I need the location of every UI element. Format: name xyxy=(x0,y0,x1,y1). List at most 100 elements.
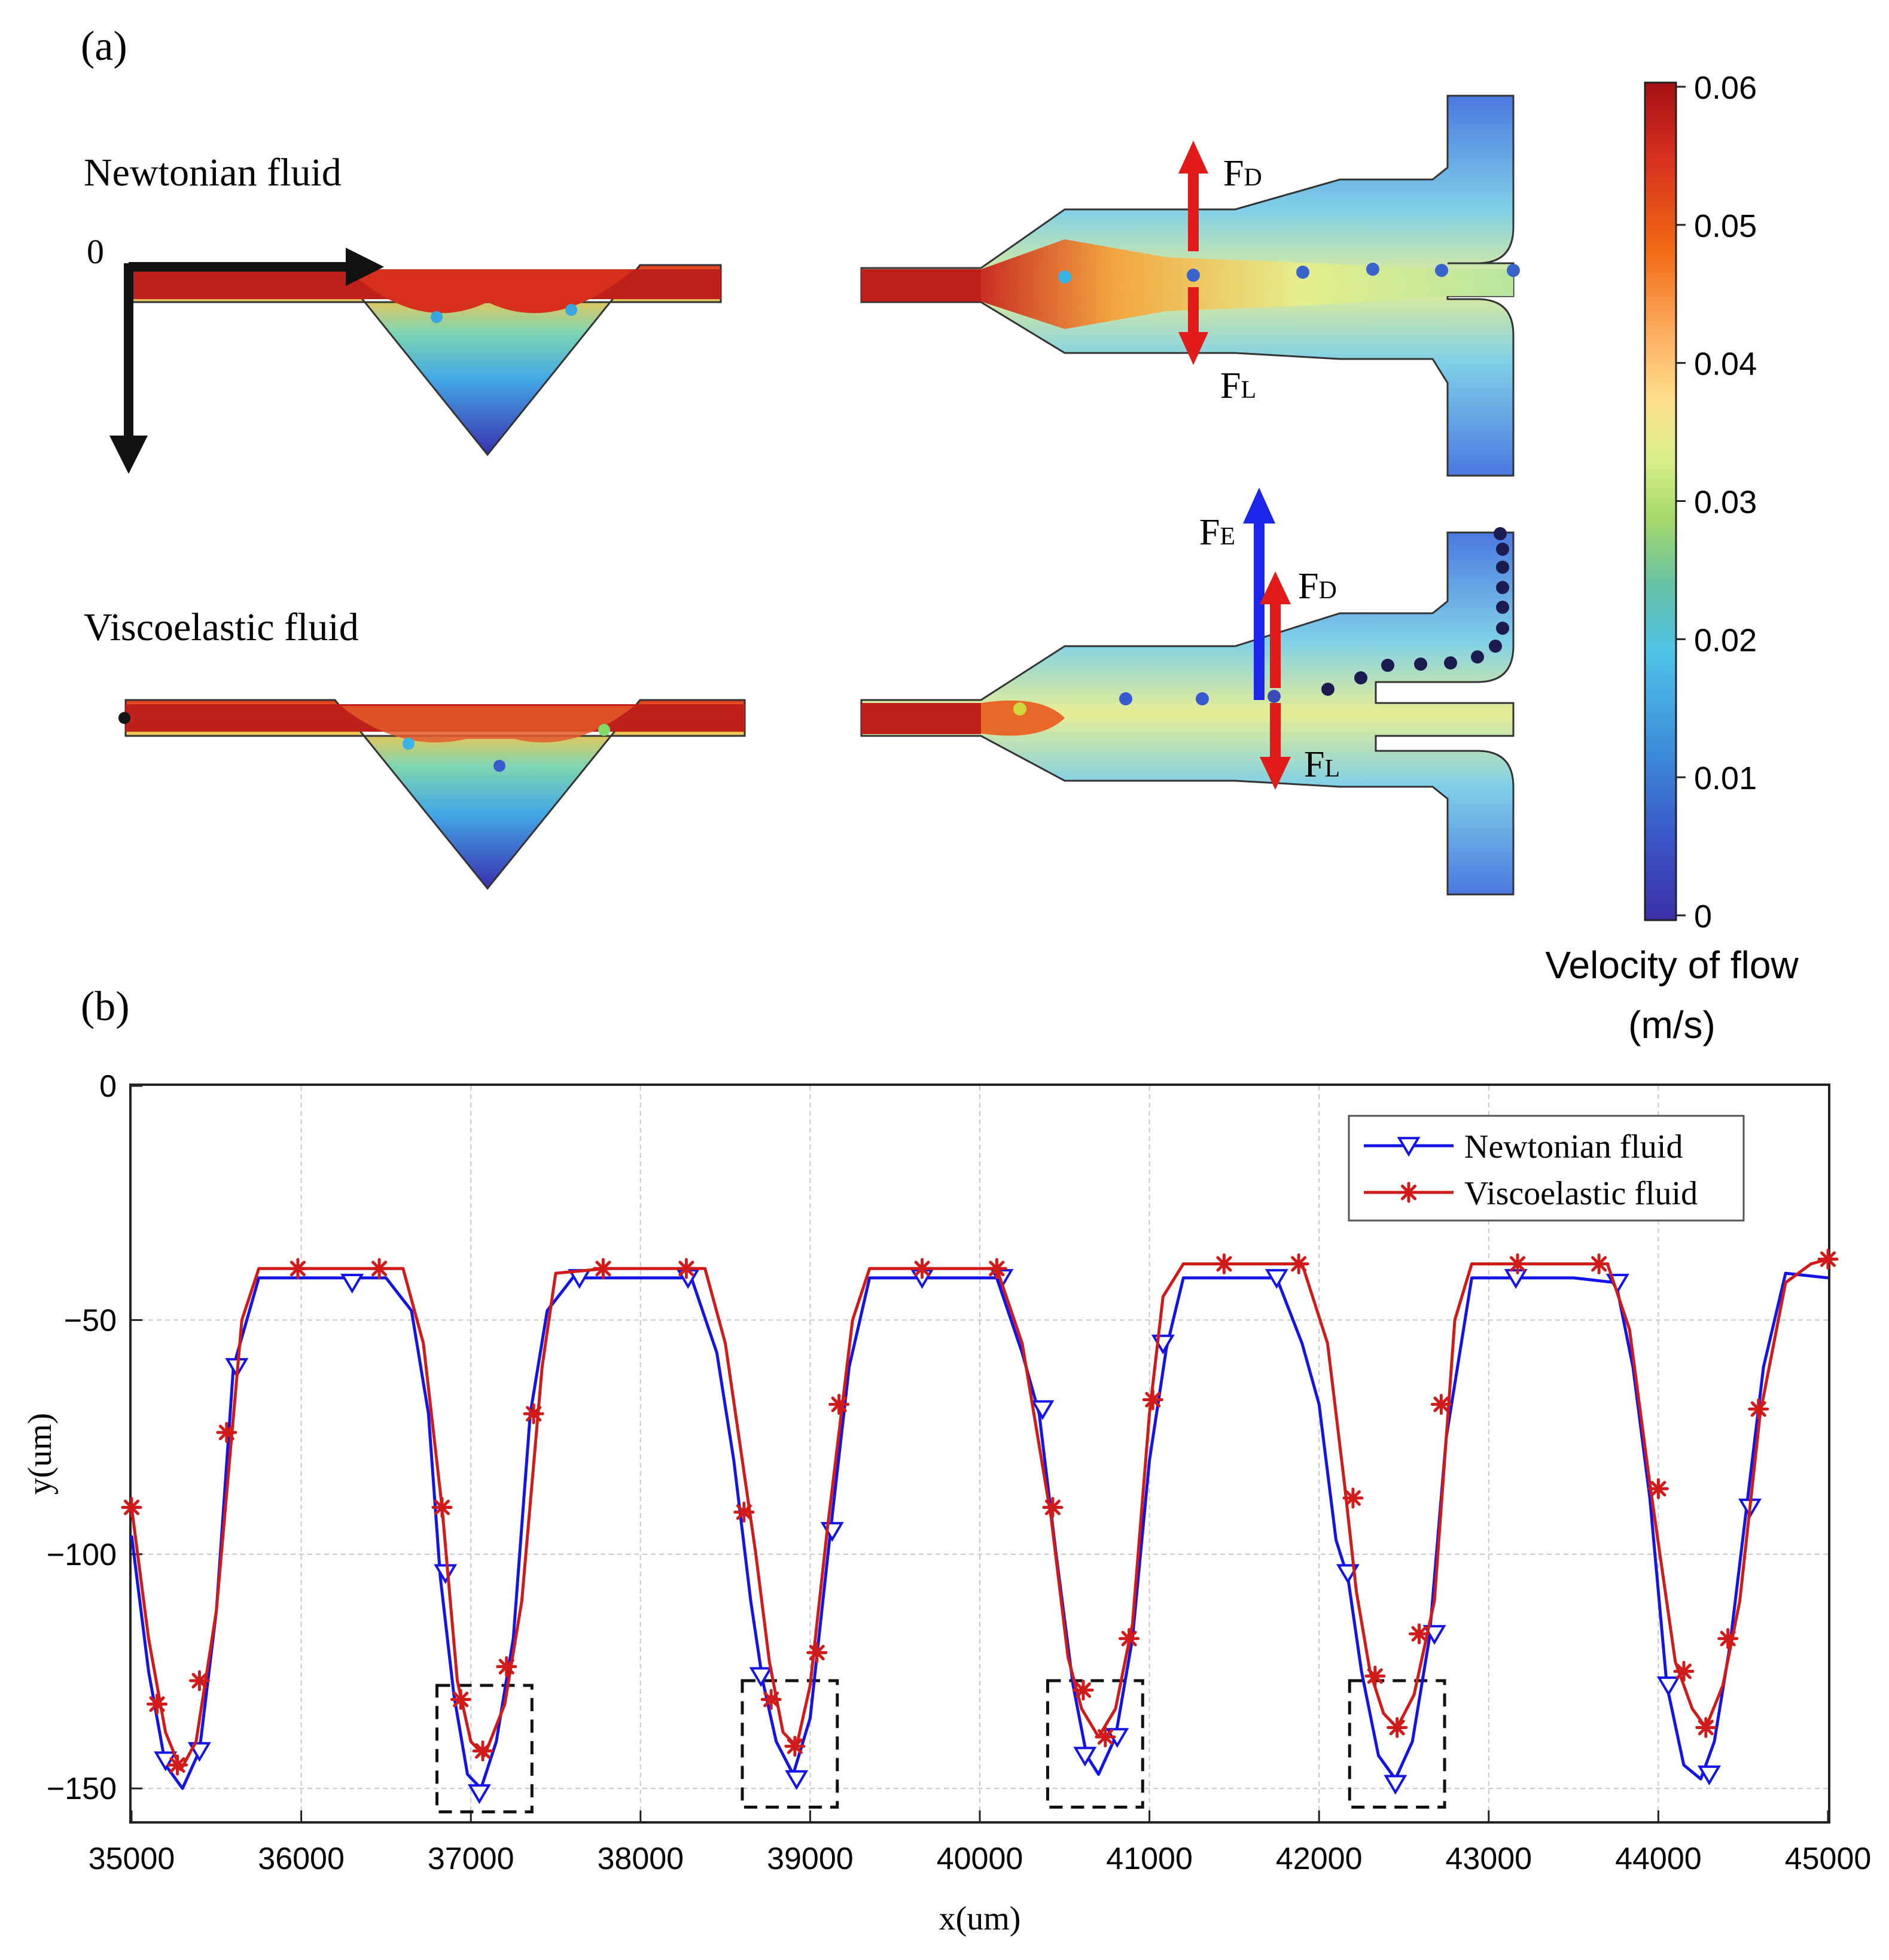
particle xyxy=(1496,622,1509,635)
highlight-box xyxy=(741,1679,839,1809)
highlight-box xyxy=(1348,1679,1446,1809)
data-point xyxy=(496,1656,517,1678)
particle xyxy=(1471,650,1484,664)
data-point xyxy=(167,1754,188,1776)
particle xyxy=(1058,270,1071,284)
data-point xyxy=(760,1688,782,1710)
colorbar-tick-label: 0.05 xyxy=(1694,208,1757,244)
legend-box xyxy=(1348,1115,1745,1222)
data-point xyxy=(450,1688,471,1710)
data-point xyxy=(147,1693,168,1715)
data-point xyxy=(1288,1253,1309,1274)
data-point xyxy=(733,1501,755,1523)
particle xyxy=(1268,690,1281,703)
colorbar-tick-label: 0.03 xyxy=(1694,485,1757,521)
x-tick-label: 43000 xyxy=(1445,1842,1532,1876)
x-tick-label: 36000 xyxy=(258,1842,345,1876)
y-tick-label: −150 xyxy=(47,1772,117,1806)
data-point xyxy=(1647,1478,1669,1499)
particle xyxy=(1196,692,1209,705)
particle xyxy=(1444,656,1457,669)
y-tick-label: 0 xyxy=(99,1069,117,1104)
y-axis-label: y(um) xyxy=(22,1413,59,1495)
highlight-box xyxy=(435,1684,534,1813)
elastic-force-label: FE xyxy=(1199,512,1235,553)
drag-force-label: FD xyxy=(1298,566,1337,607)
particle xyxy=(431,311,443,323)
particle xyxy=(1187,269,1200,282)
colorbar-tick-label: 0.06 xyxy=(1694,70,1757,106)
data-point xyxy=(1095,1726,1116,1748)
particle xyxy=(598,724,610,736)
data-point xyxy=(1673,1661,1695,1682)
viscoelastic-outlet: FE FD FL xyxy=(860,488,1515,896)
y-tick-label: −100 xyxy=(47,1538,117,1572)
x-tick-label: 38000 xyxy=(597,1842,684,1876)
data-point xyxy=(1342,1487,1364,1509)
data-point xyxy=(1031,1400,1055,1420)
panel-b-label: (b) xyxy=(81,984,130,1030)
colorbar-tick-label: 0 xyxy=(1694,899,1712,935)
data-point xyxy=(1422,1625,1446,1645)
particle xyxy=(493,760,505,772)
x-tick-label: 45000 xyxy=(1785,1842,1872,1876)
x-tick-label: 35000 xyxy=(89,1842,175,1876)
series xyxy=(121,1249,1839,1804)
particle xyxy=(1496,601,1509,614)
particle xyxy=(1296,266,1309,279)
x-tick-label: 39000 xyxy=(767,1842,854,1876)
legend-label: Viscoelastic fluid xyxy=(1464,1175,1698,1212)
particle xyxy=(1435,264,1448,277)
colorbar-tick-label: 0.04 xyxy=(1694,346,1757,382)
x-tick-label: 41000 xyxy=(1106,1842,1193,1876)
particle xyxy=(1414,658,1427,671)
data-point xyxy=(1430,1393,1452,1415)
series-line xyxy=(130,1258,1829,1772)
colorbar-title-line2: (m/s) xyxy=(1628,1003,1716,1046)
data-point xyxy=(431,1497,453,1518)
lift-force-label: FL xyxy=(1220,366,1256,406)
data-point xyxy=(1364,1665,1386,1687)
panel-b: (b) 35000 36000 37000 38000 39000 40000 41000 4… xyxy=(22,984,1871,1937)
y-ticks: 0 −50 −100 −150 xyxy=(47,1069,142,1806)
line-chart: 35000 36000 37000 38000 39000 40000 41000 42000… xyxy=(22,1069,1871,1937)
data-point xyxy=(1748,1398,1769,1420)
particle xyxy=(1013,702,1026,716)
legend-label: Newtonian fluid xyxy=(1464,1128,1683,1165)
x-ticks: 35000 36000 37000 38000 39000 40000 41000 42000… xyxy=(89,1810,1872,1876)
particle xyxy=(1354,671,1367,684)
particle xyxy=(118,712,130,724)
particle xyxy=(1496,581,1509,594)
data-point xyxy=(1695,1716,1717,1738)
data-point xyxy=(1142,1389,1163,1410)
newtonian-chamber xyxy=(109,248,722,474)
data-point xyxy=(216,1422,237,1443)
viscoelastic-label: Viscoelastic fluid xyxy=(84,605,359,649)
series-line xyxy=(130,1271,1829,1790)
x-axis-label: x(um) xyxy=(939,1900,1021,1937)
legend-item: Newtonian fluid xyxy=(1364,1128,1683,1165)
data-point xyxy=(523,1403,544,1425)
data-point xyxy=(828,1393,850,1415)
particle xyxy=(1496,543,1509,556)
data-point xyxy=(1504,1269,1528,1289)
particle xyxy=(565,304,577,316)
lift-force-label: FL xyxy=(1304,744,1340,785)
data-point xyxy=(986,1258,1007,1279)
colorbar-bar xyxy=(1644,81,1677,921)
legend-item: Viscoelastic fluid xyxy=(1364,1175,1698,1212)
data-point xyxy=(154,1751,178,1772)
particle xyxy=(1119,692,1132,705)
data-point xyxy=(1409,1623,1430,1645)
viscoelastic-chamber xyxy=(118,699,746,890)
data-point xyxy=(912,1258,933,1279)
data-point xyxy=(368,1258,390,1279)
drag-force-label: FD xyxy=(1223,153,1262,194)
x-tick-label: 42000 xyxy=(1276,1842,1363,1876)
highlight-boxes xyxy=(435,1679,1446,1813)
data-point xyxy=(1817,1249,1839,1270)
data-point xyxy=(1042,1497,1064,1518)
data-point xyxy=(1588,1253,1610,1274)
data-point xyxy=(340,1273,364,1294)
